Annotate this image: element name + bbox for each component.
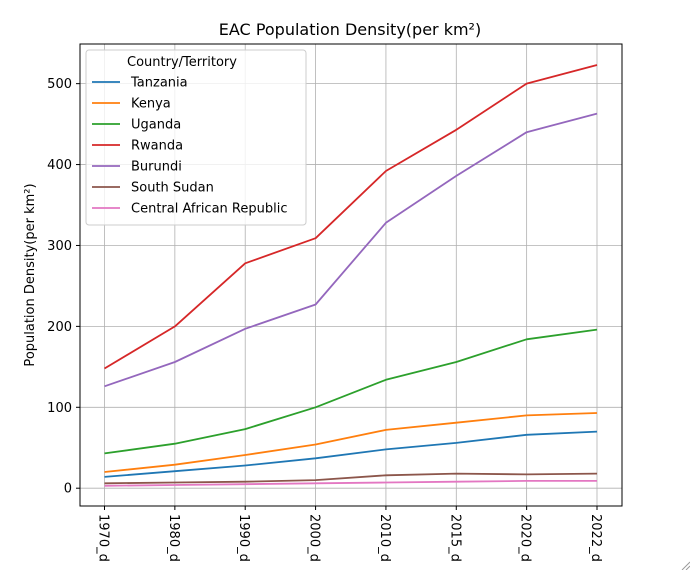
y-tick-label: 100 [47,401,72,416]
grid [80,44,622,506]
x-tick-label: 1970_d [96,514,111,562]
series-lines [104,64,598,487]
y-tick-label: 200 [47,320,72,335]
x-tick-label: 2022_d [588,514,603,562]
legend: Country/Territory Tanzania Kenya Uganda Rwan… [85,49,307,226]
axes: 0 100 200 300 400 500 1970_d 1980_d 1990_d 2000_d… [47,43,623,562]
legend-label: Kenya [131,97,171,112]
y-tick-label: 300 [47,239,72,254]
y-tick-label: 400 [47,158,72,173]
legend-label: Uganda [131,118,181,133]
legend-label: Burundi [131,160,182,175]
legend-label: Rwanda [131,139,183,154]
series-line-kenya [104,412,598,473]
y-tick-label: 500 [47,77,72,92]
legend-box [85,49,307,226]
legend-label: Central African Republic [131,202,287,217]
x-tick-label: 2000_d [307,514,322,562]
x-tick-label: 2020_d [518,514,533,562]
chart-title: EAC Population Density(per km²) [219,20,481,39]
series-line-rwanda [104,64,598,370]
x-tick-label: 1990_d [236,514,251,562]
legend-title: Country/Territory [127,55,237,70]
x-tick-label: 2015_d [447,514,462,562]
series-line-south-sudan [104,472,598,485]
legend-label: South Sudan [131,181,214,196]
y-axis-title: Population Density(per km²) [23,183,38,366]
x-tick-label: 1980_d [166,514,181,562]
y-tick-label: 0 [64,482,72,497]
resize-grip-icon[interactable] [680,560,690,570]
legend-label: Tanzania [130,76,188,91]
series-line-uganda [104,328,598,455]
series-line-burundi [104,112,598,388]
series-line-tanzania [104,430,598,478]
series-line-central-african-republic [104,480,597,487]
plot-frame [79,43,623,507]
x-tick-label: 2010_d [377,514,392,562]
